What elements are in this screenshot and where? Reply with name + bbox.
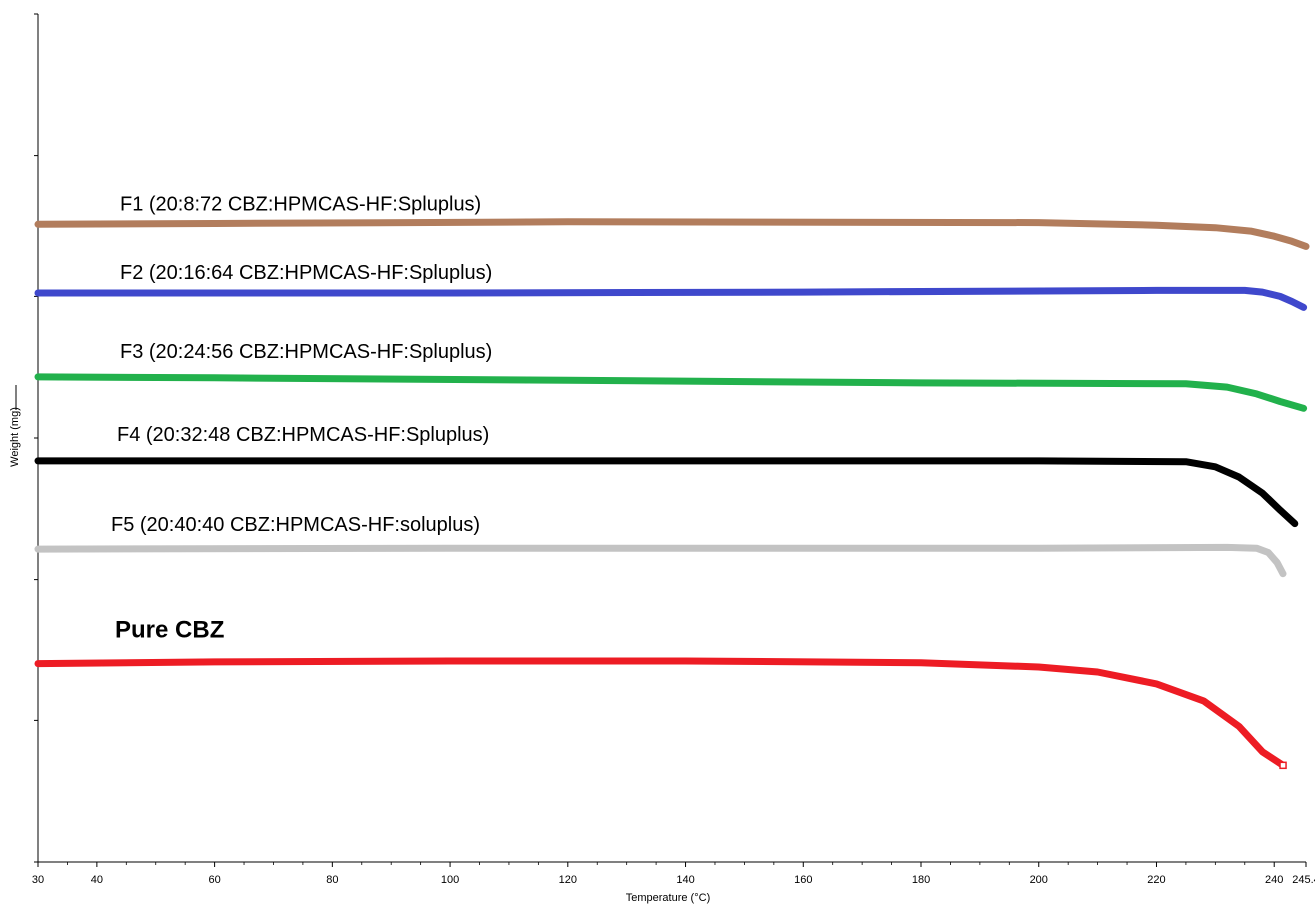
x-tick-label-6: 140 (676, 874, 694, 886)
series-label-3: F3 (20:24:56 CBZ:HPMCAS-HF:Spluplus) (120, 341, 492, 363)
x-tick-label-7: 160 (794, 874, 812, 886)
series-line-4 (34, 457, 1299, 528)
series-layer (34, 218, 1310, 770)
y-axis-title-group: Weight (mg) (9, 385, 21, 467)
x-tick-label-5: 120 (559, 874, 577, 886)
x-tick-label-1: 40 (91, 874, 103, 886)
series-labels: F1 (20:8:72 CBZ:HPMCAS-HF:Spluplus) F2 (2… (111, 193, 492, 643)
series-line-6 (34, 657, 1287, 769)
x-tick-label-0: 30 (32, 874, 44, 886)
x-axis-title: Temperature (°C) (626, 892, 710, 904)
x-tick-label-12: 245.4 (1292, 874, 1315, 886)
series-label-5: F5 (20:40:40 CBZ:HPMCAS-HF:soluplus) (111, 514, 480, 536)
series-label-6: Pure CBZ (115, 617, 224, 644)
series-line-3 (34, 373, 1308, 412)
series-label-2: F2 (20:16:64 CBZ:HPMCAS-HF:Spluplus) (120, 262, 492, 284)
x-tick-label-4: 100 (441, 874, 459, 886)
series-label-1: F1 (20:8:72 CBZ:HPMCAS-HF:Spluplus) (120, 193, 481, 215)
x-tick-label-11: 240 (1265, 874, 1283, 886)
y-axis-title: Weight (mg) (9, 407, 21, 467)
x-tick-label-2: 60 (208, 874, 220, 886)
x-tick-label-8: 180 (912, 874, 930, 886)
series-line-2 (34, 286, 1308, 311)
axes: 30 40 60 80 100 120 140 160 180 200 220 240 245.4 (32, 13, 1315, 886)
series-line-5 (34, 543, 1287, 578)
x-tick-label-3: 80 (326, 874, 338, 886)
x-tick-label-9: 200 (1030, 874, 1048, 886)
series-end-marker-6 (1279, 761, 1287, 770)
x-tick-label-10: 220 (1147, 874, 1165, 886)
series-line-1 (34, 218, 1310, 250)
series-label-4: F4 (20:32:48 CBZ:HPMCAS-HF:Spluplus) (117, 424, 489, 446)
